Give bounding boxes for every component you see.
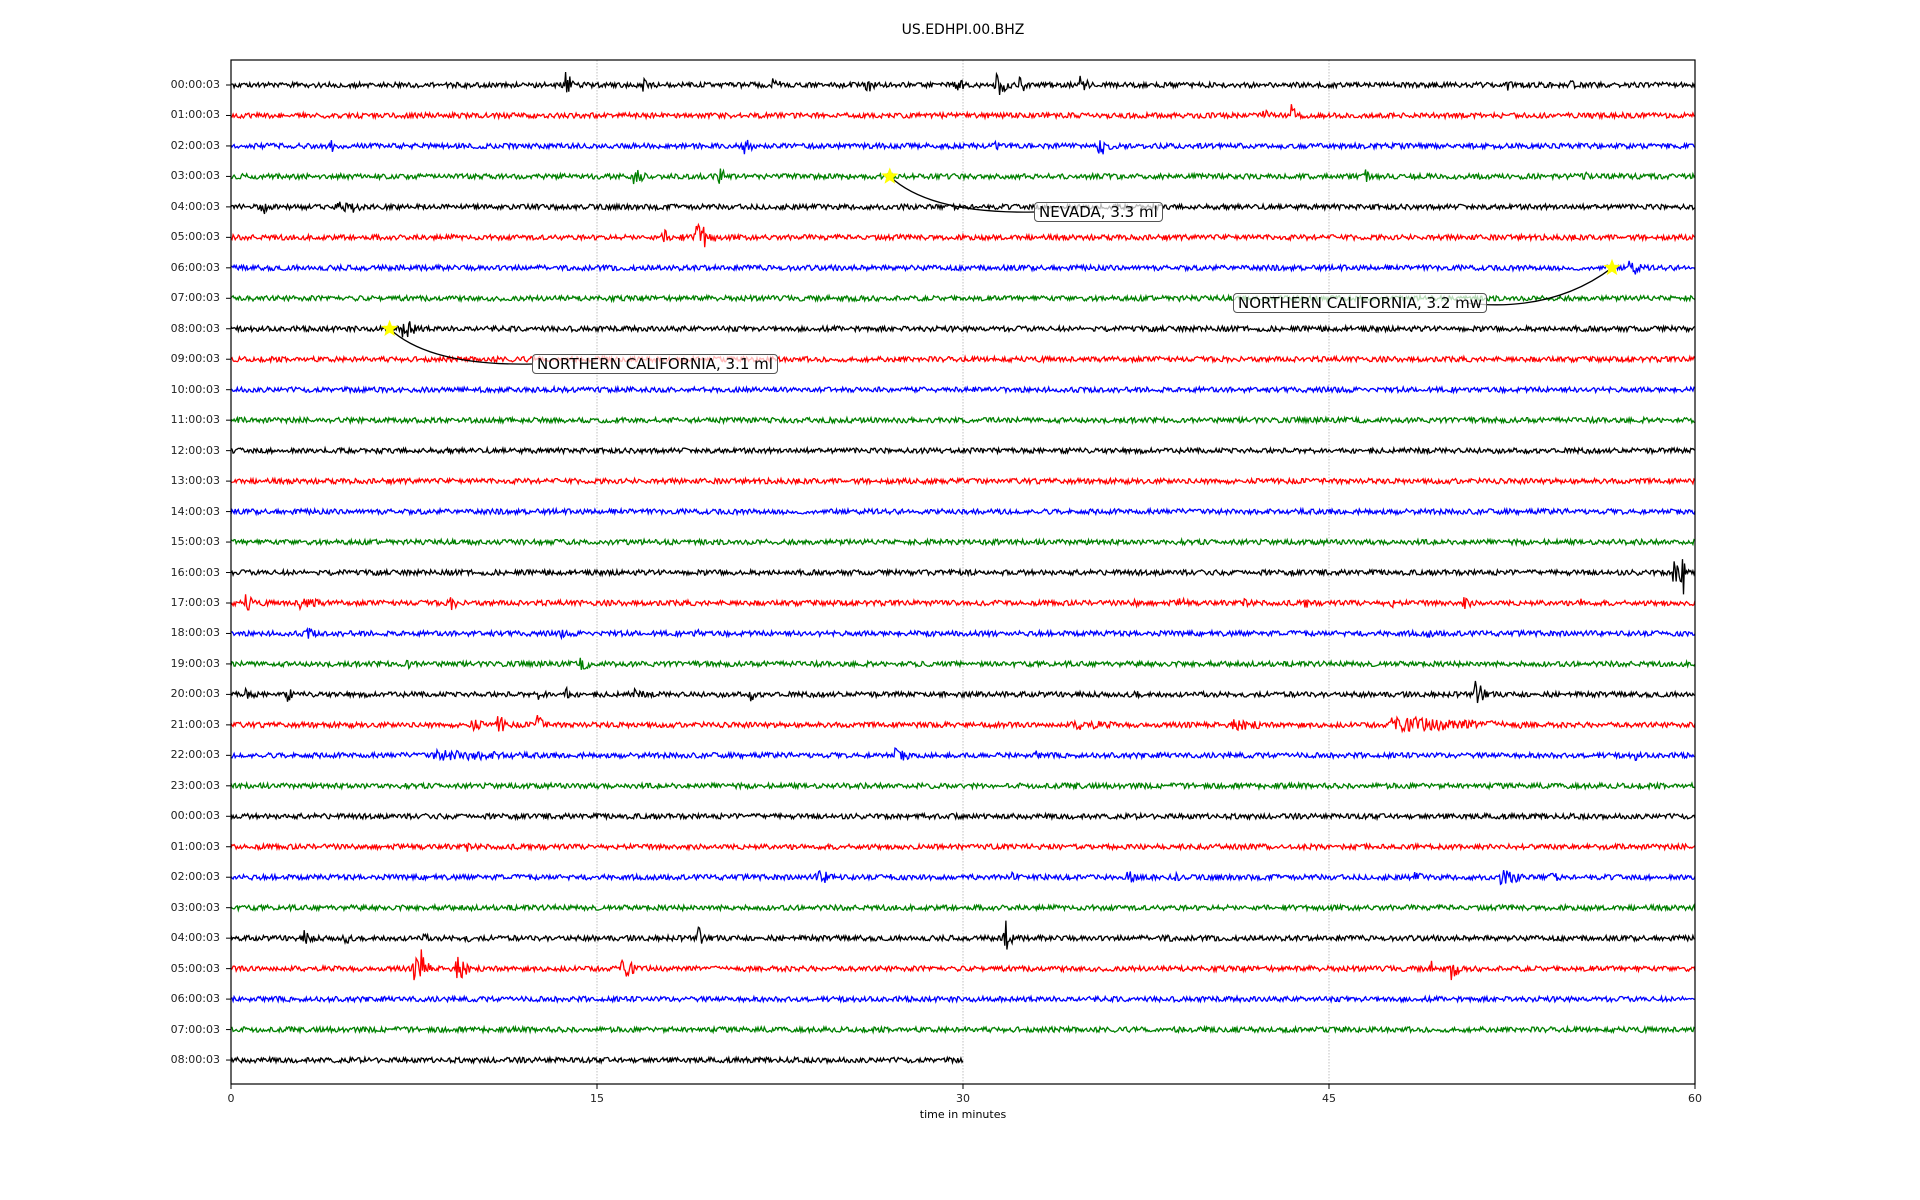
y-tick-label: 18:00:03 xyxy=(170,626,220,640)
y-tick-label: 13:00:03 xyxy=(170,474,220,488)
trace-row-14 xyxy=(230,506,1696,517)
y-tick-label: 21:00:03 xyxy=(170,717,220,731)
trace-row-15 xyxy=(230,536,1696,547)
y-tick-label: 02:00:03 xyxy=(170,870,220,884)
y-tick-label: 05:00:03 xyxy=(170,230,220,244)
trace-row-5 xyxy=(230,222,1696,248)
y-tick-label: 22:00:03 xyxy=(170,748,220,762)
y-tick-label: 06:00:03 xyxy=(170,260,220,274)
y-tick-label: 23:00:03 xyxy=(170,778,220,792)
y-tick-label: 08:00:03 xyxy=(170,1053,220,1067)
trace-row-12 xyxy=(230,445,1696,456)
trace-row-25 xyxy=(230,841,1696,852)
trace-row-29 xyxy=(230,949,1696,981)
trace-row-28 xyxy=(230,920,1695,950)
y-tick-label: 06:00:03 xyxy=(170,992,220,1006)
y-tick-label: 00:00:03 xyxy=(170,78,220,91)
trace-row-3 xyxy=(230,168,1696,185)
trace-row-18 xyxy=(230,626,1696,641)
trace-row-19 xyxy=(230,657,1696,670)
annotation-nevada: NEVADA, 3.3 ml xyxy=(1034,202,1163,222)
y-tick-label: 17:00:03 xyxy=(170,595,220,609)
trace-row-11 xyxy=(230,415,1696,426)
x-tick-label: 0 xyxy=(227,1092,235,1105)
y-tick-label: 12:00:03 xyxy=(170,443,220,457)
y-tick-label: 01:00:03 xyxy=(170,108,220,122)
y-tick-label: 04:00:03 xyxy=(170,931,220,945)
trace-row-20 xyxy=(230,680,1696,704)
y-tick-label: 05:00:03 xyxy=(170,961,220,975)
y-tick-label: 20:00:03 xyxy=(170,687,220,701)
y-tick-label: 04:00:03 xyxy=(170,199,220,213)
trace-row-8 xyxy=(230,321,1696,338)
trace-row-26 xyxy=(230,869,1696,886)
trace-row-13 xyxy=(230,476,1696,487)
y-tick-label: 01:00:03 xyxy=(170,839,220,853)
annotation-northern-california-mw: NORTHERN CALIFORNIA, 3.2 mw xyxy=(1233,293,1488,313)
trace-row-24 xyxy=(230,811,1696,822)
trace-row-31 xyxy=(231,1024,1696,1035)
y-tick-label: 15:00:03 xyxy=(170,535,220,549)
x-axis-label: time in minutes xyxy=(919,1108,1007,1121)
trace-row-27 xyxy=(230,902,1696,913)
trace-row-2 xyxy=(230,139,1696,155)
trace-row-32 xyxy=(230,1055,964,1066)
trace-row-23 xyxy=(230,780,1696,791)
event-star-marker xyxy=(381,319,399,336)
trace-row-9 xyxy=(230,354,1696,365)
x-tick-label: 15 xyxy=(590,1092,604,1105)
y-tick-label: 03:00:03 xyxy=(170,900,220,914)
y-tick-label: 00:00:03 xyxy=(170,809,220,823)
y-tick-label: 10:00:03 xyxy=(170,382,220,396)
y-tick-label: 19:00:03 xyxy=(170,656,220,670)
event-star-marker xyxy=(1603,258,1621,276)
annotation-connector xyxy=(889,175,1035,213)
trace-row-30 xyxy=(230,994,1696,1004)
annotation-northern-california-ml: NORTHERN CALIFORNIA, 3.1 ml xyxy=(532,354,778,374)
trace-row-17 xyxy=(230,594,1696,612)
y-tick-label: 02:00:03 xyxy=(170,138,220,152)
x-tick-label: 30 xyxy=(956,1092,970,1105)
trace-row-16 xyxy=(230,559,1696,595)
y-tick-label: 09:00:03 xyxy=(170,352,220,366)
y-tick-label: 07:00:03 xyxy=(170,1022,220,1036)
trace-row-0 xyxy=(230,71,1696,96)
annotation-connector xyxy=(389,328,533,365)
y-tick-label: 03:00:03 xyxy=(170,169,220,183)
event-star-marker xyxy=(881,167,899,184)
x-tick-label: 45 xyxy=(1322,1092,1336,1105)
trace-row-10 xyxy=(230,384,1696,395)
y-tick-label: 11:00:03 xyxy=(170,413,220,427)
y-tick-label: 07:00:03 xyxy=(170,291,220,305)
y-tick-label: 16:00:03 xyxy=(170,565,220,579)
y-tick-label: 14:00:03 xyxy=(170,504,220,518)
trace-row-1 xyxy=(230,104,1696,121)
trace-row-22 xyxy=(230,747,1696,762)
chart-title: US.EDHPI.00.BHZ xyxy=(901,22,1025,38)
trace-row-21 xyxy=(230,714,1696,734)
trace-row-6 xyxy=(230,260,1696,275)
x-tick-label: 60 xyxy=(1688,1092,1702,1105)
y-tick-label: 08:00:03 xyxy=(170,321,220,335)
